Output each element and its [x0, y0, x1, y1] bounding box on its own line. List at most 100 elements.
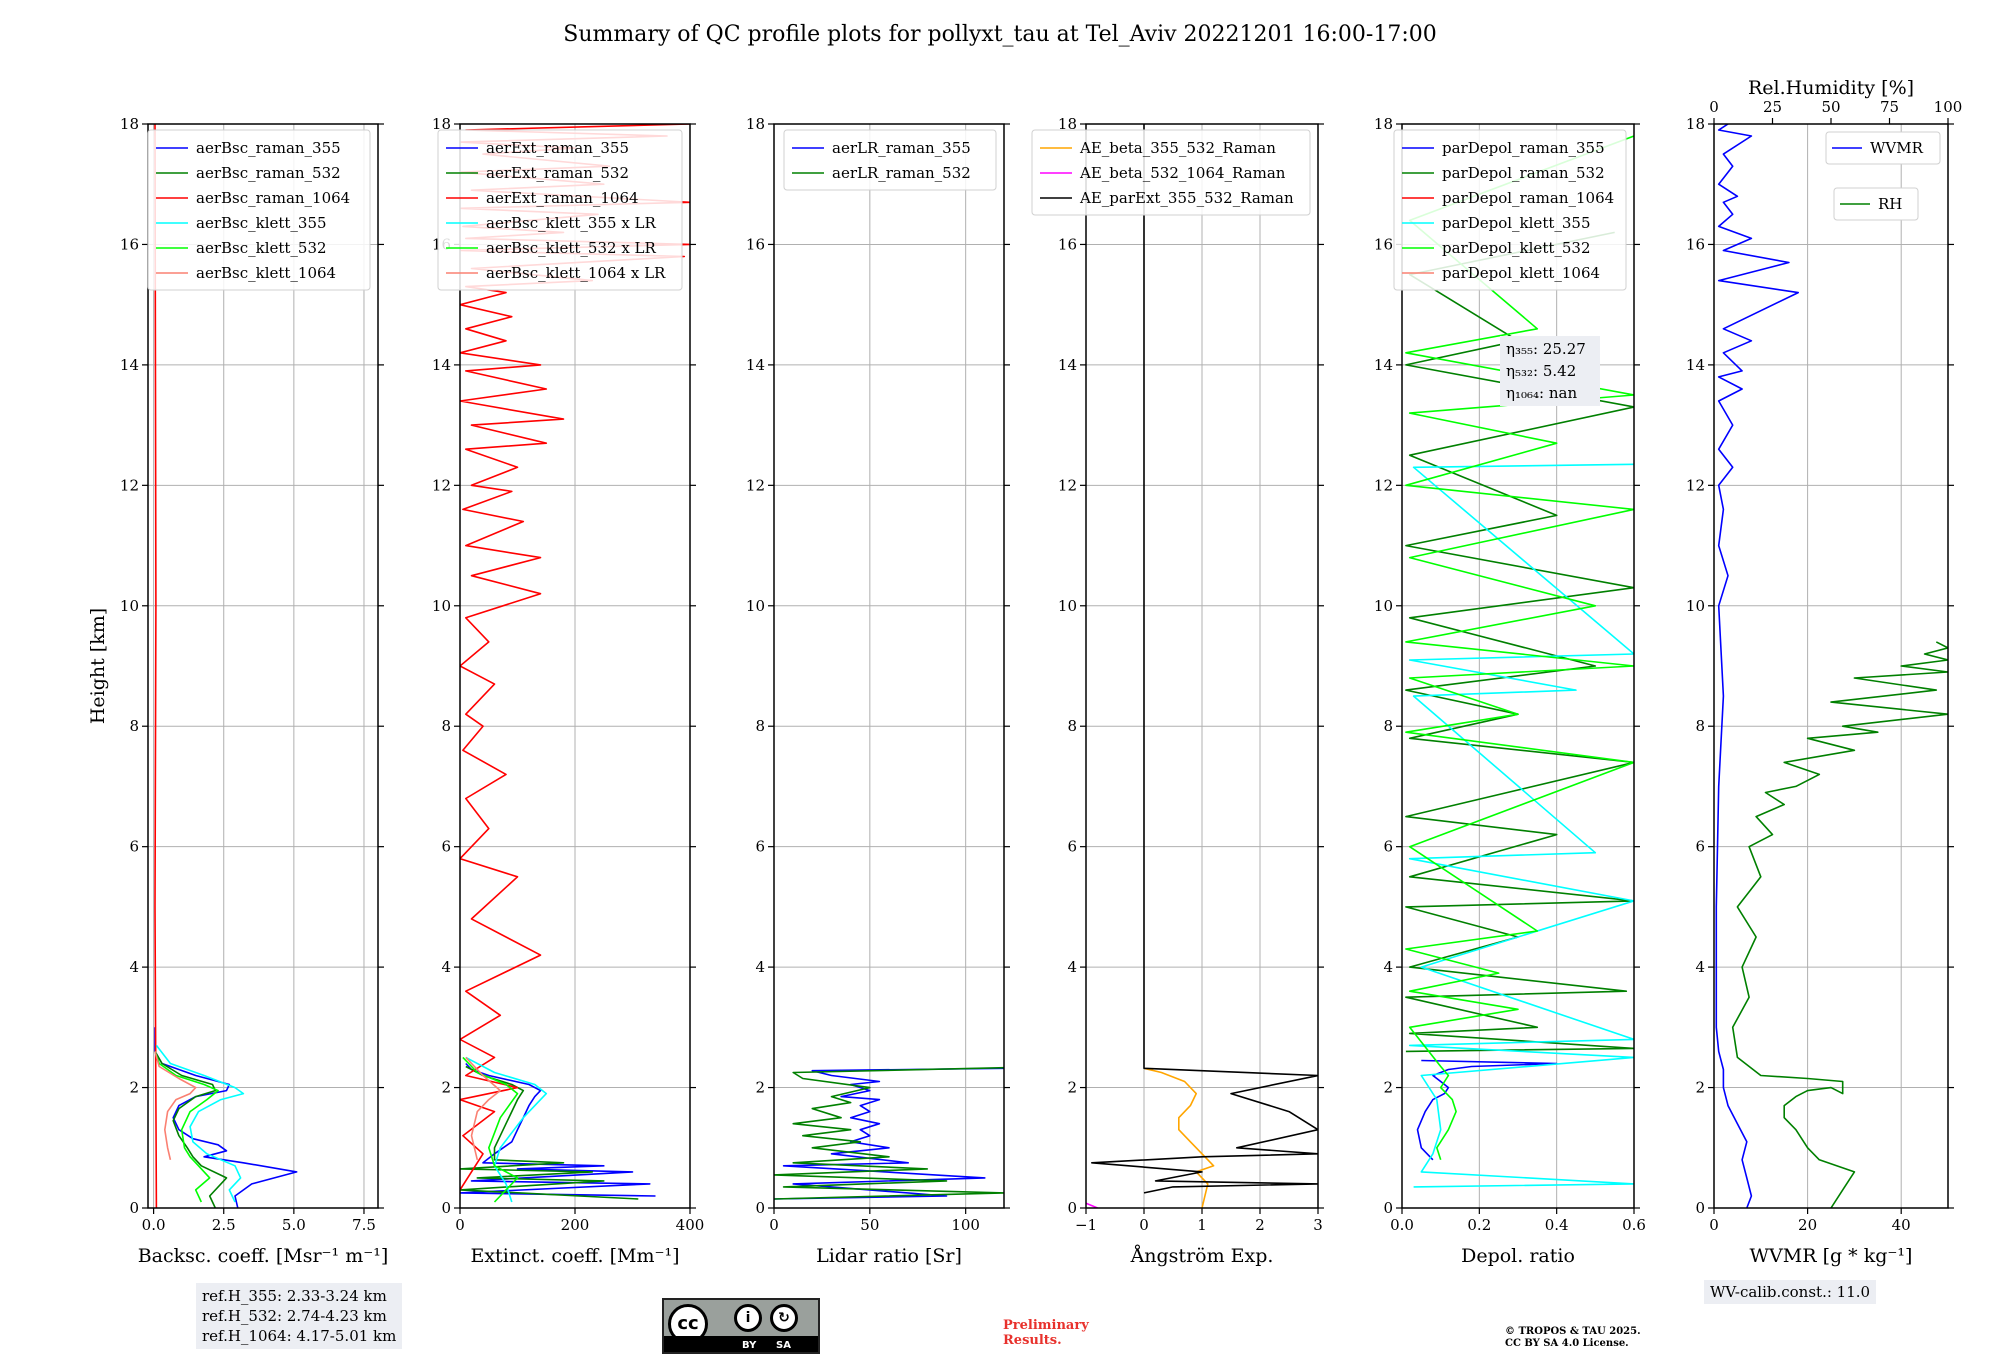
x-tick-label: −1	[1075, 1216, 1097, 1234]
legend-box	[1825, 131, 1941, 165]
legend-label-parDepol_raman_532: parDepol_raman_532	[1442, 164, 1605, 182]
y-tick-label: 10	[1686, 597, 1705, 615]
y-tick-label: 2	[1383, 1079, 1393, 1097]
series-group	[1405, 135, 1634, 1188]
y-tick-label: 18	[432, 115, 451, 133]
x-tick-label: 0	[769, 1216, 779, 1234]
x-tick-label: 20	[1798, 1216, 1817, 1234]
plot-frame	[773, 123, 1005, 1209]
top-x-tick-label: 0	[1709, 98, 1719, 116]
y-tick-label: 18	[1686, 115, 1705, 133]
y-axis-label: Height [km]	[87, 608, 109, 724]
legend-box	[1393, 129, 1627, 291]
y-tick-label: 2	[1067, 1079, 1077, 1097]
x-tick-label: 7.5	[352, 1216, 376, 1234]
legend-label-AE_beta_532_1064_Raman: AE_beta_532_1064_Raman	[1079, 164, 1286, 182]
legend: aerLR_raman_355 aerLR_raman_532	[783, 129, 997, 191]
figure-title: Summary of QC profile plots for pollyxt_…	[563, 22, 1437, 47]
series-aerBsc_klett_1064 x LR	[465, 1056, 502, 1160]
series-aerBsc_klett_532	[154, 1051, 219, 1203]
y-tick-label: 16	[1686, 235, 1705, 253]
x-tick-label: 0.6	[1622, 1216, 1646, 1234]
series-group	[154, 124, 298, 1208]
x-axis-label: Ångström Exp.	[1130, 1245, 1274, 1267]
top-x-tick-label: 100	[1934, 98, 1963, 116]
plot-frame	[1401, 123, 1635, 1209]
legend-label-aerExt_raman_355: aerExt_raman_355	[486, 139, 629, 157]
legend-label-aerExt_raman_1064: aerExt_raman_1064	[486, 189, 639, 207]
series-parDepol_raman_355	[1416, 1059, 1558, 1161]
y-tick-label: 2	[755, 1079, 765, 1097]
panel-3: 0 2 4 6 8 10 12 14 16 18 0 50 100 Lidar ratio [Sr] aer…	[746, 115, 1010, 1267]
x-axis-label: Lidar ratio [Sr]	[816, 1245, 962, 1267]
y-tick-label: 14	[1058, 356, 1077, 374]
y-tick-label: 14	[1374, 356, 1393, 374]
sa-share-icon: ↻	[770, 1304, 798, 1332]
cc-by-sa-icon: cc i ↻ BY SA	[662, 1298, 820, 1354]
series-aerBsc_klett_532 x LR	[462, 1056, 519, 1203]
series-aerExt_raman_532	[460, 1065, 639, 1200]
copyright-line-2: CC BY SA 4.0 License.	[1505, 1338, 1629, 1349]
y-tick-label: 16	[1374, 235, 1393, 253]
y-tick-label: 0	[755, 1199, 765, 1217]
legend-WVMR: WVMR	[1825, 131, 1941, 165]
series-aerBsc_klett_1064	[154, 1051, 197, 1160]
series-aerLR_raman_355	[774, 1067, 1004, 1200]
series-aerExt_raman_355	[460, 1062, 656, 1197]
x-axis-label: WVMR [g * kg⁻¹]	[1750, 1245, 1913, 1267]
series-aerBsc_raman_355	[154, 1027, 298, 1208]
legend-label-aerBsc_klett_355 x LR: aerBsc_klett_355 x LR	[486, 214, 657, 232]
legend-RH: RH	[1833, 187, 1919, 221]
y-tick-label: 0	[1383, 1199, 1393, 1217]
y-tick-label: 6	[1067, 838, 1077, 856]
x-tick-label: 0.4	[1545, 1216, 1569, 1234]
y-tick-label: 2	[441, 1079, 451, 1097]
legend-label-aerLR_raman_532: aerLR_raman_532	[832, 164, 971, 182]
legend-label-aerBsc_raman_1064: aerBsc_raman_1064	[196, 189, 350, 207]
x-tick-label: 5.0	[282, 1216, 306, 1234]
legend-label-parDepol_raman_355: parDepol_raman_355	[1442, 139, 1605, 157]
series-group	[1715, 124, 1948, 1208]
legend: AE_beta_355_532_Raman AE_beta_532_1064_Ra…	[1031, 129, 1311, 216]
x-tick-label: 0	[1139, 1216, 1149, 1234]
y-tick-label: 14	[432, 356, 451, 374]
ref-height-355: ref.H_355: 2.33-3.24 km	[202, 1287, 387, 1305]
x-tick-label: 1	[1197, 1216, 1207, 1234]
series-group	[774, 1066, 1004, 1200]
legend-label-aerBsc_klett_532: aerBsc_klett_532	[196, 239, 327, 257]
eta-label: η₃₅₅: 25.27	[1506, 340, 1586, 358]
series-group	[1086, 124, 1318, 1208]
y-tick-label: 12	[432, 476, 451, 494]
legend: parDepol_raman_355 parDepol_raman_532 parD…	[1393, 129, 1627, 291]
series-aerLR_raman_532	[774, 1066, 1004, 1200]
preliminary-line-2: Results.	[1003, 1333, 1062, 1348]
preliminary-note: Preliminary Results.	[1003, 1318, 1089, 1348]
y-tick-label: 10	[746, 597, 765, 615]
x-tick-label: 40	[1892, 1216, 1911, 1234]
series-aerBsc_raman_532	[154, 1050, 228, 1208]
by-person-icon: i	[734, 1304, 762, 1332]
y-tick-label: 18	[1374, 115, 1393, 133]
ref-height-532: ref.H_532: 2.74-4.23 km	[202, 1307, 387, 1325]
y-tick-label: 8	[1695, 717, 1705, 735]
top-x-axis-label: Rel.Humidity [%]	[1748, 77, 1914, 99]
eta-label: η₅₃₂: 5.42	[1506, 362, 1576, 380]
plot-frame	[147, 123, 379, 1209]
y-tick-label: 4	[1695, 958, 1705, 976]
legend-label-aerExt_raman_532: aerExt_raman_532	[486, 164, 629, 182]
x-tick-label: 0	[455, 1216, 465, 1234]
y-tick-label: 16	[746, 235, 765, 253]
x-tick-label: 0.2	[1467, 1216, 1491, 1234]
preliminary-line-1: Preliminary	[1003, 1318, 1089, 1333]
y-tick-label: 14	[120, 356, 139, 374]
x-tick-label: 50	[860, 1216, 879, 1234]
legend-label-aerBsc_klett_1064: aerBsc_klett_1064	[196, 264, 336, 282]
plot-frame	[1713, 123, 1949, 1209]
y-tick-label: 10	[1374, 597, 1393, 615]
series-parDepol_klett_532	[1405, 135, 1634, 1161]
y-tick-label: 6	[1695, 838, 1705, 856]
y-tick-label: 14	[1686, 356, 1705, 374]
x-tick-label: 400	[676, 1216, 705, 1234]
